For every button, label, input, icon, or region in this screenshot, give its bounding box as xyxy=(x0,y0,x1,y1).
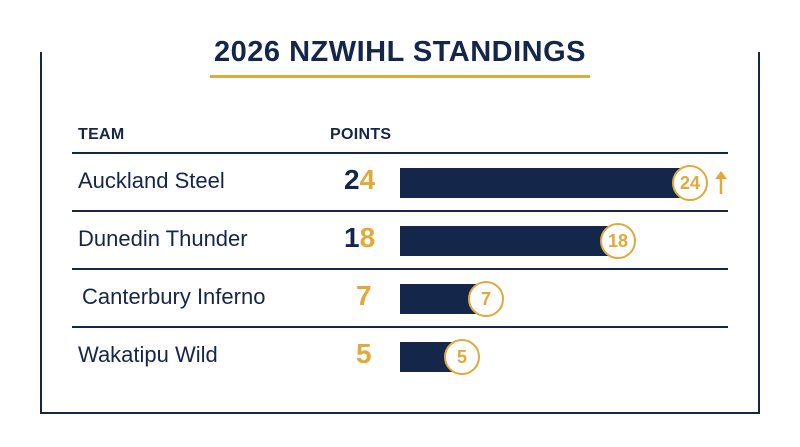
value-badge: 18 xyxy=(600,223,636,259)
team-name: Dunedin Thunder xyxy=(78,226,248,251)
points-value: 5 xyxy=(356,338,372,369)
points-bar xyxy=(400,168,688,198)
points-value: 7 xyxy=(356,280,372,311)
standings-row: Auckland Steel 24 24 xyxy=(72,154,728,212)
standings-row: Wakatipu Wild 5 5 xyxy=(72,328,728,386)
points-value: 24 xyxy=(344,164,376,195)
chart-frame xyxy=(40,52,760,414)
row-divider xyxy=(72,268,728,270)
standings-row: Canterbury Inferno 7 7 xyxy=(72,270,728,328)
team-column-header: TEAM xyxy=(78,126,125,143)
header-divider xyxy=(72,152,728,154)
row-divider xyxy=(72,326,728,328)
points-bar xyxy=(400,226,616,256)
value-badge: 24 xyxy=(672,165,708,201)
team-name: Canterbury Inferno xyxy=(82,284,266,309)
points-value: 18 xyxy=(344,222,376,253)
team-name: Auckland Steel xyxy=(78,168,225,193)
value-badge: 5 xyxy=(444,339,480,375)
chart-title: 2026 NZWIHL STANDINGS xyxy=(210,36,590,78)
title-wrap: 2026 NZWIHL STANDINGS xyxy=(0,36,800,78)
standings-row: Dunedin Thunder 18 18 xyxy=(72,212,728,270)
points-column-header: POINTS xyxy=(330,126,392,143)
value-badge: 7 xyxy=(468,281,504,317)
row-divider xyxy=(72,210,728,212)
team-name: Wakatipu Wild xyxy=(78,342,218,367)
trend-up-icon xyxy=(715,171,727,194)
